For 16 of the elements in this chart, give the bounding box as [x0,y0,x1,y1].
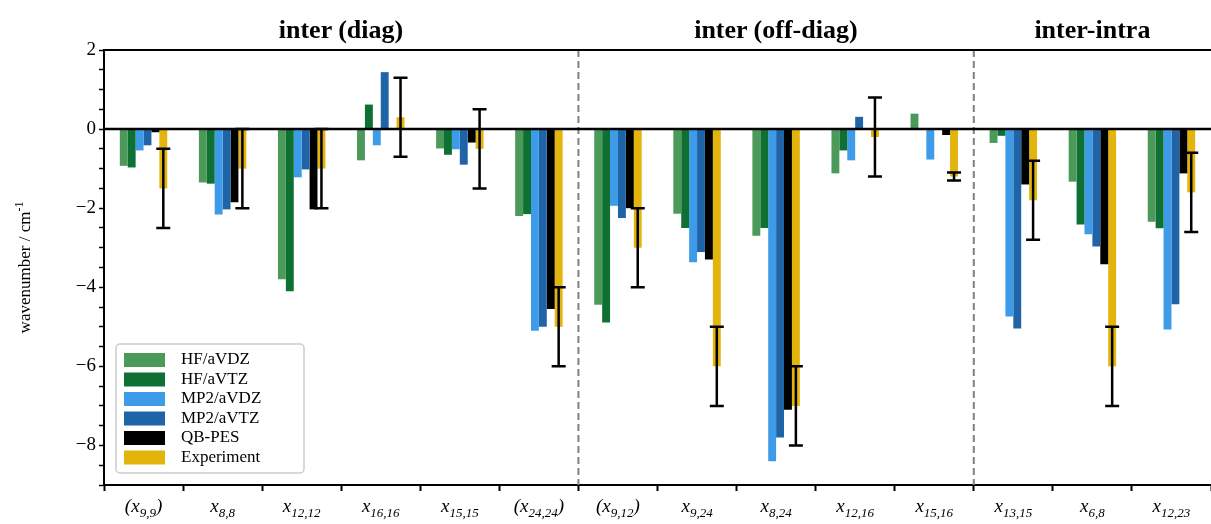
y-tick-label: 0 [86,117,96,139]
y-tick-label: −4 [75,275,97,297]
legend-label: MP2/aVTZ [181,407,260,427]
y-axis-title: wavenumber / cm-1 [12,201,34,334]
y-tick-label: −6 [75,354,96,376]
y-tick-label: −2 [75,196,96,218]
y-tick-label: 2 [86,37,96,59]
text: inter (off-diag) [694,15,858,44]
legend-label: HF/aVDZ [181,349,250,369]
text: inter-intra [1034,15,1151,44]
legend-label: QB-PES [181,427,240,447]
y-tick-label: −8 [75,433,96,455]
legend-label: Experiment [181,446,261,466]
text: inter (diag) [278,15,404,44]
legend-label: HF/aVTZ [181,368,249,388]
legend-label: MP2/aVDZ [181,388,262,408]
